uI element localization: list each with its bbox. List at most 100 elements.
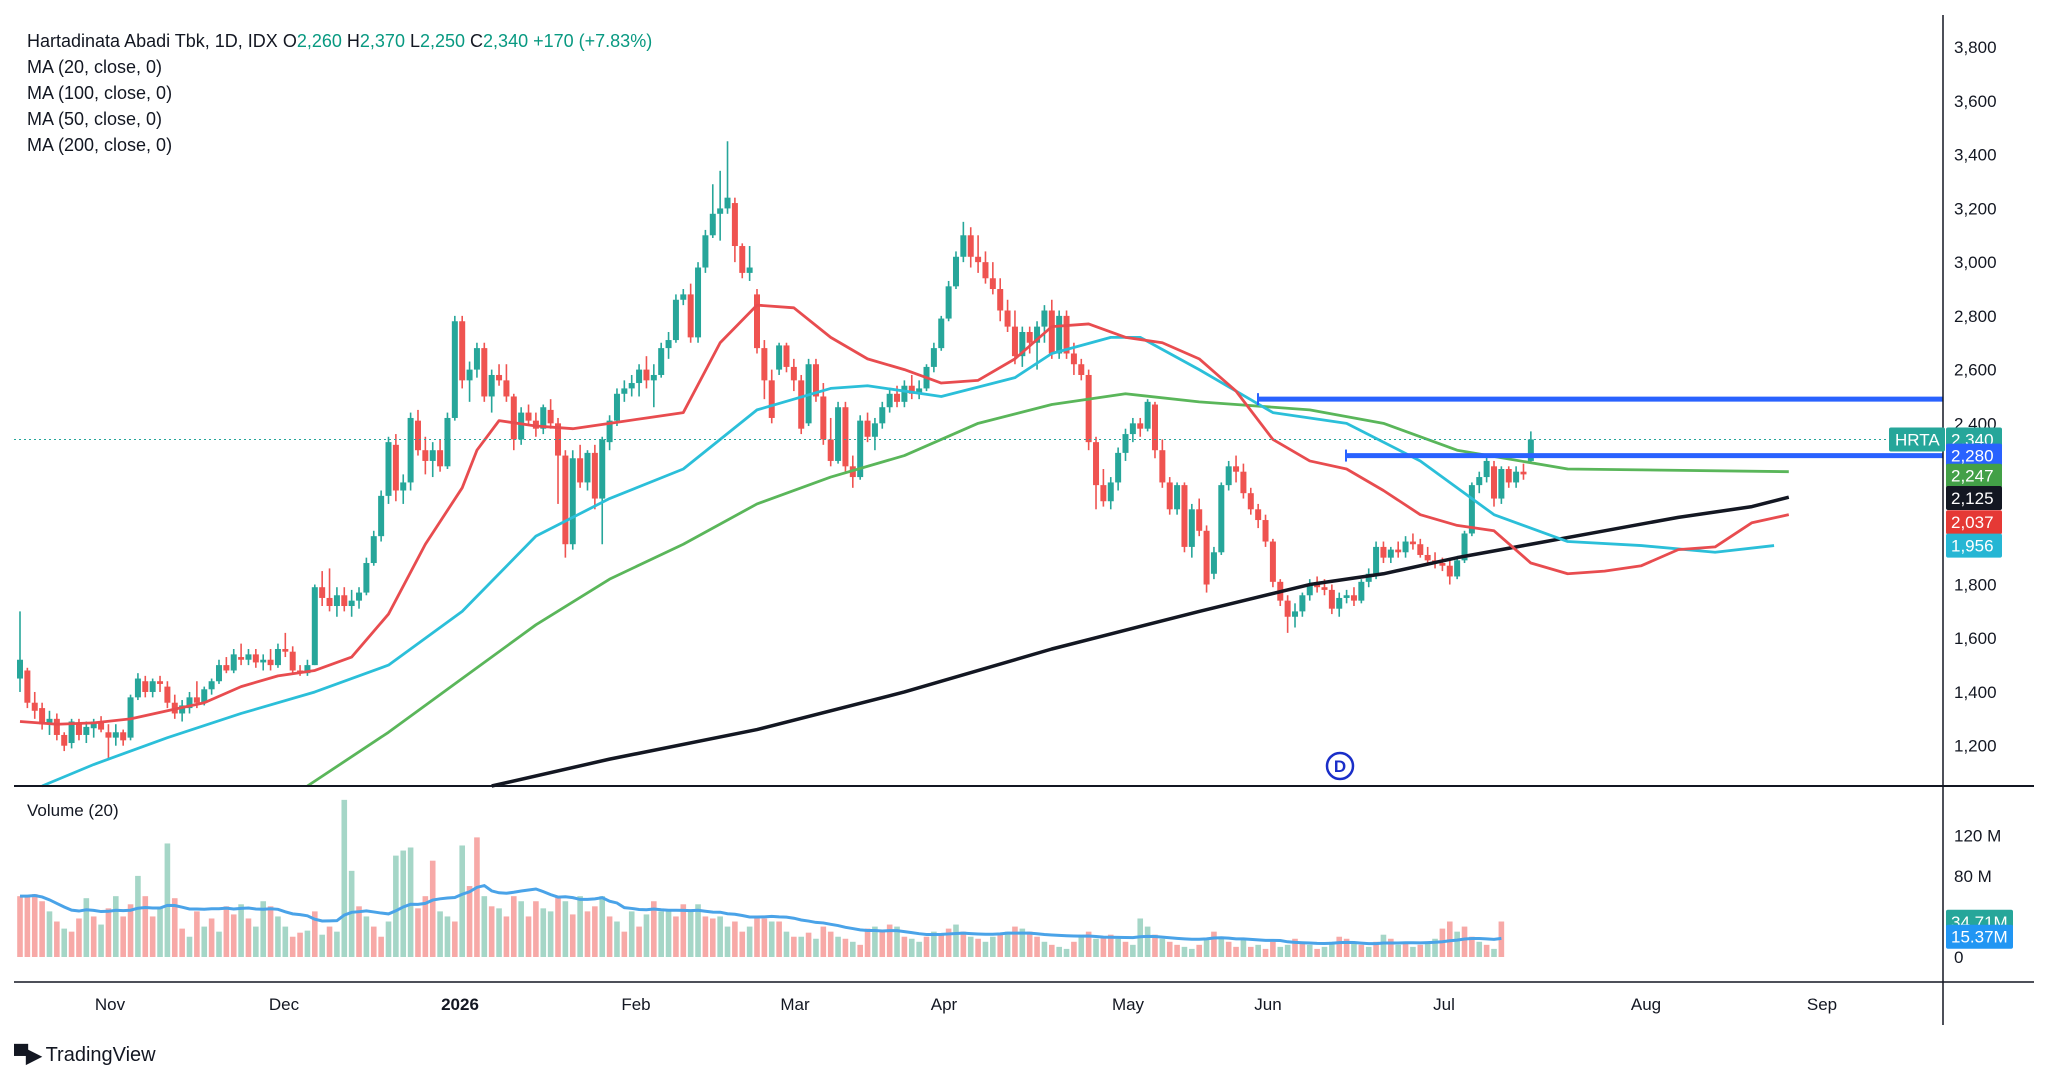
candle-body bbox=[754, 294, 760, 349]
volume-bar bbox=[1476, 941, 1483, 957]
candle-body bbox=[319, 587, 326, 598]
volume-bar bbox=[1247, 946, 1254, 957]
volume-bar bbox=[901, 936, 908, 957]
legend-indicator-ma100[interactable]: MA (100, close, 0) bbox=[27, 83, 173, 103]
time-tick-label: Dec bbox=[269, 995, 300, 1014]
volume-bar bbox=[481, 896, 488, 957]
volume-bar bbox=[1034, 936, 1040, 957]
volume-bar bbox=[599, 896, 606, 957]
volume-bar bbox=[326, 926, 333, 957]
volume-bar bbox=[643, 914, 650, 957]
candle-body bbox=[1402, 541, 1409, 553]
volume-bar bbox=[908, 938, 915, 957]
volume-bar bbox=[289, 936, 296, 957]
candle-body bbox=[1513, 471, 1520, 483]
candle-body bbox=[378, 495, 385, 537]
tradingview-brand[interactable]: ▀▶ TradingView bbox=[14, 1043, 156, 1068]
volume-bar bbox=[1469, 936, 1475, 957]
volume-bar bbox=[1373, 941, 1379, 957]
volume-bar bbox=[1166, 941, 1173, 957]
price-tick-label: 2,600 bbox=[1954, 361, 1997, 380]
volume-bar bbox=[1410, 946, 1416, 957]
legend-indicator-ma50[interactable]: MA (50, close, 0) bbox=[27, 109, 163, 129]
volume-bar bbox=[525, 916, 532, 957]
volume-bar bbox=[356, 906, 362, 957]
legend-indicator-ma20[interactable]: MA (20, close, 0) bbox=[27, 57, 163, 77]
candle-body bbox=[164, 686, 171, 703]
volume-bar bbox=[76, 918, 82, 957]
volume-bar bbox=[651, 901, 657, 957]
volume-bar bbox=[739, 931, 746, 957]
volume-bar bbox=[39, 901, 45, 957]
candle-body bbox=[1188, 509, 1195, 547]
legend-symbol-row: Hartadinata Abadi Tbk, 1D, IDX O2,260 H2… bbox=[27, 28, 652, 54]
volume-bar bbox=[334, 931, 340, 957]
candle-body bbox=[179, 705, 186, 714]
price-tag bbox=[1946, 533, 2002, 558]
candle-body bbox=[761, 348, 768, 381]
price-tick-label: 3,000 bbox=[1954, 253, 1997, 272]
legend-change: +170 (+7.83%) bbox=[533, 31, 653, 51]
candle-body bbox=[540, 407, 547, 429]
candle-body bbox=[90, 721, 97, 729]
volume-bar bbox=[945, 928, 952, 957]
candle-body bbox=[636, 369, 643, 384]
candle-body bbox=[1181, 485, 1188, 547]
volume-bar bbox=[429, 860, 436, 957]
volume-bar bbox=[83, 898, 90, 957]
candle-body bbox=[1380, 546, 1387, 558]
price-tick-label: 2,800 bbox=[1954, 307, 1997, 326]
candle-body bbox=[643, 369, 650, 381]
legend-high: 2,370 bbox=[359, 31, 405, 51]
volume-bar bbox=[680, 904, 687, 957]
candle-body bbox=[709, 213, 716, 236]
volume-bar bbox=[1012, 926, 1018, 957]
candle-body bbox=[356, 592, 363, 601]
candle-body bbox=[952, 256, 959, 287]
candle-body bbox=[901, 385, 908, 402]
candle-body bbox=[46, 718, 53, 725]
candle-body bbox=[1100, 485, 1107, 502]
volume-bar bbox=[1395, 944, 1401, 957]
legend-low-label: L bbox=[409, 31, 420, 51]
candle-body bbox=[680, 294, 687, 300]
volume-bar bbox=[1078, 934, 1085, 957]
volume-bar bbox=[68, 931, 75, 957]
volume-bar bbox=[709, 918, 716, 957]
volume-bar bbox=[1483, 944, 1490, 957]
volume-bar bbox=[850, 941, 856, 957]
candle-body bbox=[930, 348, 937, 367]
candle-body bbox=[341, 595, 348, 607]
horizontal-lines[interactable]: D bbox=[14, 393, 1943, 781]
candle-body bbox=[717, 208, 724, 214]
candle-body bbox=[75, 722, 82, 735]
candle-body bbox=[650, 374, 657, 381]
legend-indicator-ma200[interactable]: MA (200, close, 0) bbox=[27, 135, 173, 155]
volume-bar bbox=[1380, 934, 1387, 957]
ma200-line bbox=[491, 495, 1790, 788]
candle-body bbox=[422, 450, 429, 461]
volume-bar bbox=[982, 941, 989, 957]
volume-bar bbox=[1196, 944, 1202, 957]
candle-body bbox=[105, 732, 112, 738]
candle-body bbox=[1350, 595, 1357, 601]
candle-body bbox=[746, 267, 753, 273]
candle-body bbox=[672, 299, 679, 341]
volume-bar bbox=[415, 908, 421, 957]
volume-bar bbox=[1063, 948, 1070, 957]
chart-frame bbox=[14, 15, 2034, 1025]
candle-body bbox=[1070, 353, 1077, 365]
volume-tag bbox=[1946, 924, 2013, 949]
candle-body bbox=[1115, 452, 1122, 483]
candle-body bbox=[1395, 549, 1402, 553]
volume-bar bbox=[569, 914, 576, 957]
price-tag-value: 1,956 bbox=[1951, 537, 1994, 556]
volume-bar bbox=[164, 843, 171, 957]
volume-bar bbox=[275, 916, 281, 957]
price-tick-label: 3,200 bbox=[1954, 199, 1997, 218]
candle-body bbox=[1343, 595, 1350, 598]
candle-body bbox=[83, 726, 90, 735]
candle-body bbox=[739, 246, 746, 273]
candle-body bbox=[1093, 442, 1100, 486]
